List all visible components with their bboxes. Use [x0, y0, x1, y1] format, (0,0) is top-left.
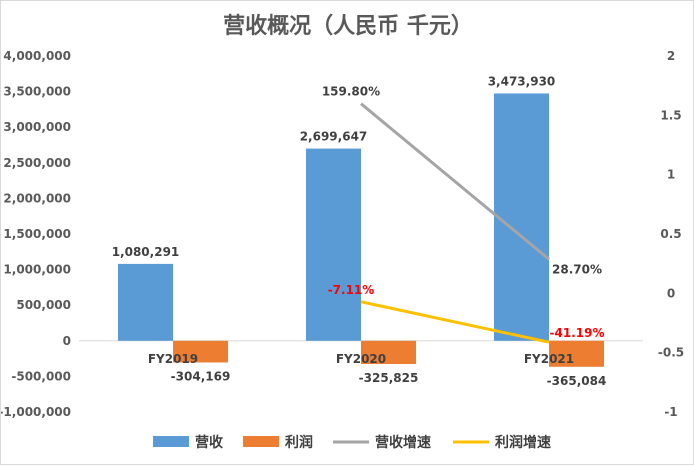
profit-value-label: -325,825 [359, 371, 419, 385]
profit-bar [549, 340, 604, 367]
legend: 营收 利润 营收增速 利润增速 [153, 434, 551, 451]
profit-bar [173, 340, 228, 363]
revenue-bar [306, 148, 361, 341]
right-axis: -1 -0.5 0 0.5 1 1.5 2 [658, 49, 684, 419]
revenue-value-label: 3,473,930 [488, 74, 556, 88]
left-tick-label: 3,500,000 [3, 85, 71, 99]
profit-growth-line [360, 300, 550, 344]
category-label: FY2021 [524, 352, 574, 366]
right-tick-label: 1 [667, 168, 675, 182]
left-tick-label: 500,000 [16, 298, 71, 312]
left-tick-label: 4,000,000 [3, 49, 71, 63]
left-tick-label: 2,500,000 [3, 156, 71, 170]
profit-value-label: -304,169 [171, 369, 231, 383]
left-tick-label: 3,000,000 [3, 120, 71, 134]
legend-label: 利润增速 [495, 434, 551, 451]
bar-series [118, 93, 604, 367]
right-tick-label: 2 [667, 49, 675, 63]
data-labels: 1,080,291 2,699,647 3,473,930 -304,169 -325,… [112, 74, 607, 387]
left-tick-label: 1,000,000 [3, 263, 71, 277]
category-labels: FY2019 FY2020 FY2021 [148, 352, 574, 366]
left-tick-label: 1,500,000 [3, 227, 71, 241]
legend-swatch [153, 436, 189, 447]
revenue-growth-label: 28.70% [552, 262, 602, 276]
left-tick-label: -1,000,000 [1, 405, 71, 419]
legend-swatch [243, 436, 279, 447]
revenue-value-label: 1,080,291 [112, 245, 180, 259]
line-series [360, 102, 550, 344]
right-tick-label: 0 [667, 286, 675, 300]
legend-label: 营收增速 [375, 434, 431, 451]
revenue-bar [494, 93, 549, 341]
left-axis: -1,000,000 -500,000 0 500,000 1,000,000 1,500… [1, 49, 71, 419]
profit-value-label: -365,084 [547, 374, 607, 388]
category-label: FY2019 [148, 352, 198, 366]
category-label: FY2020 [336, 352, 386, 366]
chart-title: 营收概况（人民币 千元） [223, 13, 473, 39]
revenue-bar [118, 263, 173, 341]
profit-growth-label: -7.11% [328, 283, 375, 297]
revenue-growth-line [360, 102, 550, 261]
revenue-growth-label: 159.80% [322, 85, 380, 99]
right-tick-label: 0.5 [660, 227, 681, 241]
legend-label: 利润 [285, 434, 313, 451]
right-tick-label: -1 [664, 405, 677, 419]
right-tick-label: -0.5 [658, 346, 684, 360]
left-tick-label: -500,000 [11, 369, 71, 383]
revenue-value-label: 2,699,647 [300, 130, 368, 144]
right-tick-label: 1.5 [660, 108, 681, 122]
left-tick-label: 2,000,000 [3, 191, 71, 205]
left-tick-label: 0 [63, 334, 71, 348]
profit-bar [361, 340, 416, 364]
legend-label: 营收 [195, 434, 224, 451]
profit-growth-label: -41.19% [550, 326, 605, 340]
